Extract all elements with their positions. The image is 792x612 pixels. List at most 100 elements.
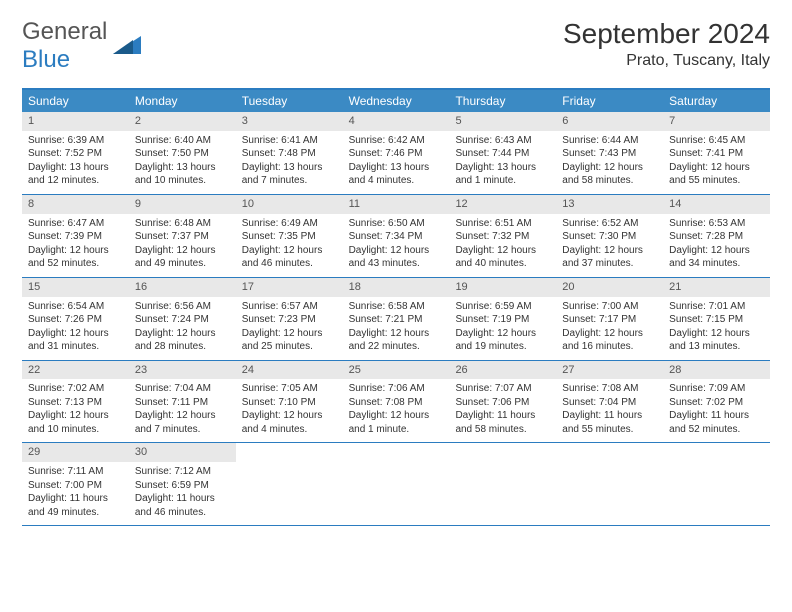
calendar-week: 15Sunrise: 6:54 AMSunset: 7:26 PMDayligh… [22,278,770,361]
sunrise-text: Sunrise: 6:53 AM [669,217,764,231]
calendar-day: 1Sunrise: 6:39 AMSunset: 7:52 PMDaylight… [22,112,129,194]
sunrise-text: Sunrise: 6:58 AM [349,300,444,314]
calendar-day: 27Sunrise: 7:08 AMSunset: 7:04 PMDayligh… [556,361,663,443]
daylight-text: Daylight: 12 hours and 19 minutes. [455,327,550,354]
day-number: 18 [343,278,450,297]
sunset-text: Sunset: 7:52 PM [28,147,123,161]
sunset-text: Sunset: 7:11 PM [135,396,230,410]
sunset-text: Sunset: 7:28 PM [669,230,764,244]
daylight-text: Daylight: 12 hours and 16 minutes. [562,327,657,354]
day-body: Sunrise: 7:09 AMSunset: 7:02 PMDaylight:… [663,379,770,442]
sunrise-text: Sunrise: 7:11 AM [28,465,123,479]
sunrise-text: Sunrise: 6:43 AM [455,134,550,148]
day-body: Sunrise: 6:44 AMSunset: 7:43 PMDaylight:… [556,131,663,194]
daylight-text: Daylight: 12 hours and 43 minutes. [349,244,444,271]
sunrise-text: Sunrise: 6:47 AM [28,217,123,231]
day-number: 7 [663,112,770,131]
sunset-text: Sunset: 7:43 PM [562,147,657,161]
day-number: 27 [556,361,663,380]
day-body: Sunrise: 6:47 AMSunset: 7:39 PMDaylight:… [22,214,129,277]
sunrise-text: Sunrise: 7:07 AM [455,382,550,396]
daylight-text: Daylight: 12 hours and 13 minutes. [669,327,764,354]
calendar-day: 15Sunrise: 6:54 AMSunset: 7:26 PMDayligh… [22,278,129,360]
day-number: 13 [556,195,663,214]
day-number: 12 [449,195,556,214]
day-number: 10 [236,195,343,214]
daylight-text: Daylight: 12 hours and 25 minutes. [242,327,337,354]
daylight-text: Daylight: 12 hours and 49 minutes. [135,244,230,271]
daylight-text: Daylight: 12 hours and 22 minutes. [349,327,444,354]
day-number: 26 [449,361,556,380]
day-number: 11 [343,195,450,214]
sunrise-text: Sunrise: 6:42 AM [349,134,444,148]
day-number: 30 [129,443,236,462]
sunrise-text: Sunrise: 7:09 AM [669,382,764,396]
sunrise-text: Sunrise: 7:12 AM [135,465,230,479]
day-body: Sunrise: 6:40 AMSunset: 7:50 PMDaylight:… [129,131,236,194]
sunrise-text: Sunrise: 6:48 AM [135,217,230,231]
calendar-day: 8Sunrise: 6:47 AMSunset: 7:39 PMDaylight… [22,195,129,277]
sunset-text: Sunset: 7:35 PM [242,230,337,244]
day-number: 9 [129,195,236,214]
daylight-text: Daylight: 12 hours and 52 minutes. [28,244,123,271]
calendar-day: 23Sunrise: 7:04 AMSunset: 7:11 PMDayligh… [129,361,236,443]
day-body: Sunrise: 6:54 AMSunset: 7:26 PMDaylight:… [22,297,129,360]
calendar-day: 28Sunrise: 7:09 AMSunset: 7:02 PMDayligh… [663,361,770,443]
sunset-text: Sunset: 7:15 PM [669,313,764,327]
day-body: Sunrise: 7:00 AMSunset: 7:17 PMDaylight:… [556,297,663,360]
weekday-header: Monday [129,90,236,112]
calendar-day: 10Sunrise: 6:49 AMSunset: 7:35 PMDayligh… [236,195,343,277]
logo-text-general: General [22,18,107,45]
sunset-text: Sunset: 7:50 PM [135,147,230,161]
sunrise-text: Sunrise: 6:59 AM [455,300,550,314]
daylight-text: Daylight: 12 hours and 4 minutes. [242,409,337,436]
sunset-text: Sunset: 7:10 PM [242,396,337,410]
day-body: Sunrise: 6:42 AMSunset: 7:46 PMDaylight:… [343,131,450,194]
sunrise-text: Sunrise: 6:39 AM [28,134,123,148]
daylight-text: Daylight: 12 hours and 1 minute. [349,409,444,436]
day-number: 14 [663,195,770,214]
day-number: 23 [129,361,236,380]
day-body: Sunrise: 6:52 AMSunset: 7:30 PMDaylight:… [556,214,663,277]
logo: General Blue [22,18,141,74]
day-number: 25 [343,361,450,380]
calendar-day: 18Sunrise: 6:58 AMSunset: 7:21 PMDayligh… [343,278,450,360]
sunset-text: Sunset: 7:24 PM [135,313,230,327]
calendar-day: 20Sunrise: 7:00 AMSunset: 7:17 PMDayligh… [556,278,663,360]
sunset-text: Sunset: 7:19 PM [455,313,550,327]
sunset-text: Sunset: 7:17 PM [562,313,657,327]
calendar-day: 30Sunrise: 7:12 AMSunset: 6:59 PMDayligh… [129,443,236,525]
day-body: Sunrise: 6:53 AMSunset: 7:28 PMDaylight:… [663,214,770,277]
weekday-header: Friday [556,90,663,112]
calendar: Sunday Monday Tuesday Wednesday Thursday… [22,88,770,526]
sunrise-text: Sunrise: 6:44 AM [562,134,657,148]
sunrise-text: Sunrise: 6:45 AM [669,134,764,148]
daylight-text: Daylight: 12 hours and 28 minutes. [135,327,230,354]
title-block: September 2024 Prato, Tuscany, Italy [563,18,770,70]
day-body: Sunrise: 6:59 AMSunset: 7:19 PMDaylight:… [449,297,556,360]
calendar-day [449,443,556,525]
day-body: Sunrise: 6:58 AMSunset: 7:21 PMDaylight:… [343,297,450,360]
day-number: 15 [22,278,129,297]
daylight-text: Daylight: 13 hours and 1 minute. [455,161,550,188]
calendar-day: 19Sunrise: 6:59 AMSunset: 7:19 PMDayligh… [449,278,556,360]
header: General Blue September 2024 Prato, Tusca… [22,18,770,74]
calendar-week: 29Sunrise: 7:11 AMSunset: 7:00 PMDayligh… [22,443,770,526]
calendar-day: 6Sunrise: 6:44 AMSunset: 7:43 PMDaylight… [556,112,663,194]
sunset-text: Sunset: 7:02 PM [669,396,764,410]
weekday-header: Saturday [663,90,770,112]
sunset-text: Sunset: 7:21 PM [349,313,444,327]
sunrise-text: Sunrise: 6:54 AM [28,300,123,314]
sunrise-text: Sunrise: 6:50 AM [349,217,444,231]
calendar-day: 7Sunrise: 6:45 AMSunset: 7:41 PMDaylight… [663,112,770,194]
sunset-text: Sunset: 7:37 PM [135,230,230,244]
calendar-day [556,443,663,525]
daylight-text: Daylight: 12 hours and 55 minutes. [669,161,764,188]
day-number: 5 [449,112,556,131]
sunset-text: Sunset: 7:48 PM [242,147,337,161]
sunset-text: Sunset: 7:34 PM [349,230,444,244]
day-body: Sunrise: 6:39 AMSunset: 7:52 PMDaylight:… [22,131,129,194]
sunrise-text: Sunrise: 6:56 AM [135,300,230,314]
sunrise-text: Sunrise: 6:40 AM [135,134,230,148]
day-body: Sunrise: 7:12 AMSunset: 6:59 PMDaylight:… [129,462,236,525]
